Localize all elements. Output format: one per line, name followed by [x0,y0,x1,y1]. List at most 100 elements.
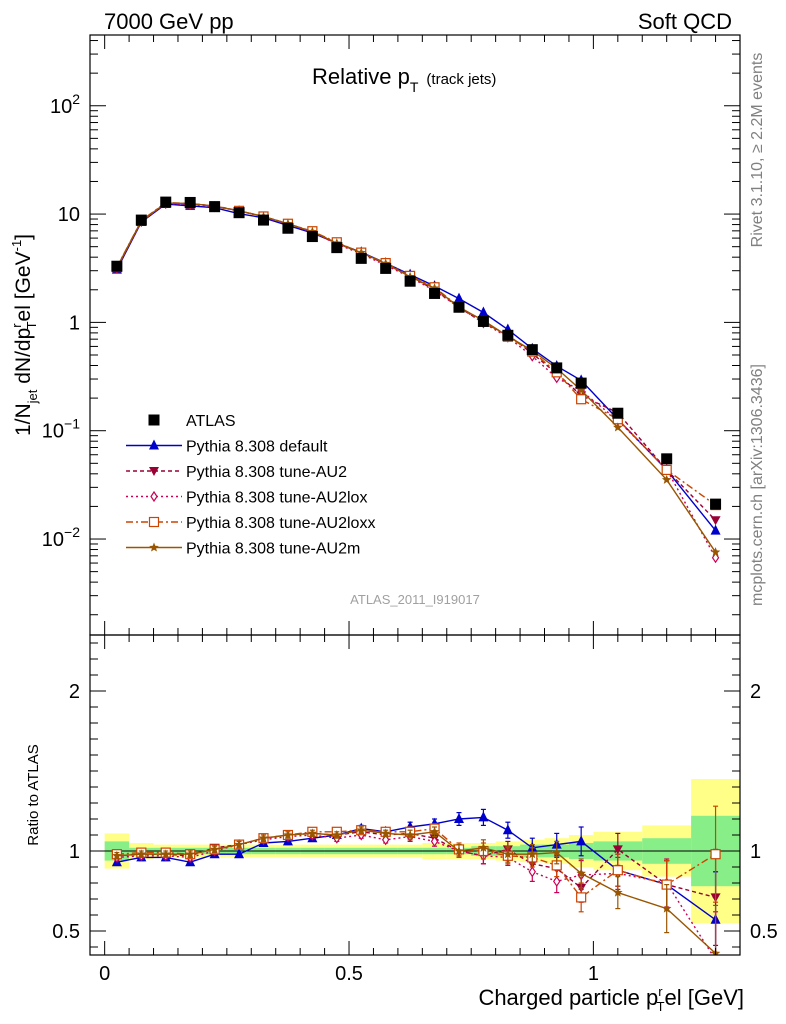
ratio-series-point [234,839,244,849]
x-axis-label: Charged particle pr Tel [GeV] [478,984,744,1014]
y-label-d: ] [12,234,35,240]
main-series-point [478,306,489,317]
legend-marker [148,516,160,528]
reference-point [355,252,367,264]
y-tick-label-main: 10 [58,204,80,226]
y-tick-label-base: 1 [69,312,80,334]
ratio-series-point [661,903,672,913]
ratio-series-point [381,834,390,846]
main-series-2 [113,197,720,564]
ratio-y-label: Ratio to ATLAS [25,744,42,845]
y-label-b: dN/dp [12,328,35,390]
y-tick-label-ratio-right: 2 [750,681,761,703]
legend-entry-0: ATLAS [148,413,236,430]
y-tick-label-base: 10 [50,96,72,118]
main-series-point [576,385,586,395]
legend-marker [148,414,160,426]
ratio-series-point [478,811,489,822]
ratio-series-point [307,828,318,838]
y-label-a: 1/N [12,403,35,436]
reference-point [209,201,221,213]
legend-label: Pythia 8.308 tune-AU2lox [186,490,367,507]
ratio-series-point [503,849,513,859]
ratio-series-point [576,835,587,846]
y-label-b-sub: T [24,321,39,329]
ratio-series-4 [112,825,721,955]
ratio-series-point [258,833,269,843]
legend-label: Pythia 8.308 tune-AU2loxx [186,515,375,532]
main-y-label: 1/Njet dN/dprTel [GeV-1] [9,234,40,436]
reference-point [306,231,318,243]
legend-label: Pythia 8.308 tune-AU2 [186,464,347,481]
y-tick-label-base: 10 [42,529,64,551]
ratio-series-point [136,849,147,859]
main-reference [111,196,722,510]
reference-point [526,344,538,356]
x-label-a-sup: r [658,984,663,999]
header-right: Soft QCD [638,9,732,34]
main-series-point [711,552,720,564]
y-label-c: el [GeV [12,251,35,321]
main-series-point [710,516,721,526]
main-series-point [710,524,721,535]
ratio-series-point [715,954,717,955]
legend-marker [150,490,158,503]
plot-title-main: Relative p [312,64,410,89]
ratio-series-point [576,868,586,878]
ratio-series-point [161,849,171,859]
plot-title-suffix: (track jets) [426,71,496,88]
ratio-series-point [112,850,122,860]
legend-label: ATLAS [186,413,236,430]
x-tick-label: 1 [588,963,599,985]
ratio-series-point [613,887,623,897]
ratio-series-line [116,831,716,899]
ratio-series-point [454,846,464,856]
main-series-point [661,464,672,476]
main-series-point [429,283,440,293]
y-tick-label-ratio-left: 1 [69,841,80,863]
ratio-series-point [710,849,721,860]
main-series-point [613,422,623,432]
x-tick-label: 0 [99,963,110,985]
x-label-a: Charged particle p [478,985,658,1010]
y-tick-label-main: 1 [69,312,80,334]
legend-label: Pythia 8.308 default [186,439,328,456]
reference-point [710,498,722,510]
y-tick-label-ratio-left: 2 [69,681,80,703]
y-tick-label-exp: −2 [64,524,80,540]
reference-point [233,207,245,219]
ratio-series-point [356,825,366,835]
ratio-series-point [234,848,245,859]
y-tick-label-ratio-left: 0.5 [52,921,80,943]
main-series-point [576,394,587,405]
y-label-b-sup: r [9,323,24,328]
reference-point [257,214,269,226]
plot-area [111,196,722,955]
side-label-rivet: Rivet 3.1.10, ≥ 2.2M events [749,53,766,248]
ratio-series-point [527,849,538,859]
plot-title: Relative pT (track jets) [312,64,496,95]
ratio-series-point [528,866,537,878]
legend-marker [149,439,159,450]
ratio-series-point [380,828,391,838]
ratio-series-point [283,830,293,840]
legend-entry-2: Pythia 8.308 tune-AU2 [126,464,347,481]
main-series-line [116,203,717,532]
ratio-series-group [111,805,721,955]
reference-point [111,260,123,272]
reference-point [282,222,294,234]
ratio-series-point [553,875,561,887]
reference-point [135,214,147,226]
ratio-series-point [502,824,513,835]
y-tick-label-main: 102 [50,91,80,118]
plot-title-sub: T [410,79,419,95]
y-tick-label-ratio-right: 1 [750,841,761,863]
y-tick-label-base: 10 [42,421,64,443]
reference-point [380,262,392,274]
x-label-b: el [GeV] [665,985,744,1010]
ratio-series-point [551,847,562,857]
ratio-series-point [405,830,415,840]
legend-marker [149,542,159,552]
